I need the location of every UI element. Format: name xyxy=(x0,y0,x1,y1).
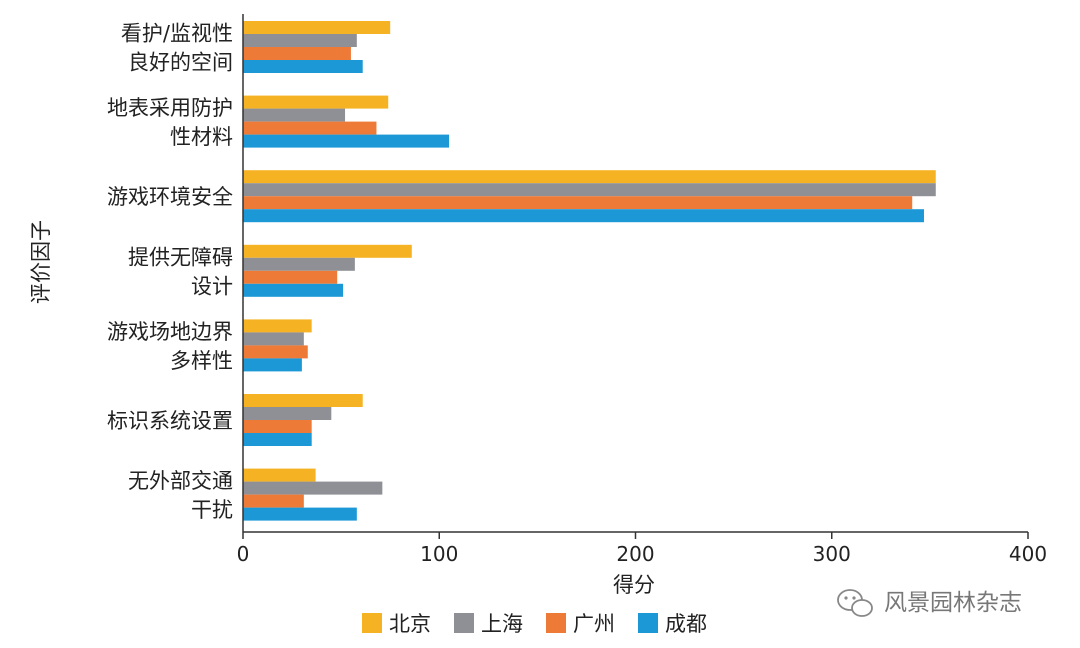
bar-上海-4 xyxy=(243,332,304,346)
watermark-text: 风景园林杂志 xyxy=(884,590,1022,616)
category-labels: 看护/监视性良好的空间地表采用防护性材料游戏环境安全提供无障碍设计游戏场地边界多… xyxy=(107,22,233,523)
category-label: 游戏环境安全 xyxy=(107,185,233,209)
bar-北京-1 xyxy=(243,95,389,109)
y-axis-title: 评价因子 xyxy=(29,220,53,304)
x-tick-label: 400 xyxy=(1009,542,1047,566)
bar-成都-6 xyxy=(243,507,357,521)
bar-广州-5 xyxy=(243,420,312,433)
legend-label: 上海 xyxy=(481,612,523,636)
bar-广州-0 xyxy=(243,47,351,60)
x-tick-label: 0 xyxy=(237,542,250,566)
legend-swatch xyxy=(454,613,474,633)
bar-成都-4 xyxy=(243,358,302,372)
x-tick-label: 100 xyxy=(420,542,458,566)
bar-成都-2 xyxy=(243,209,924,223)
legend-swatch xyxy=(546,613,566,633)
bar-上海-2 xyxy=(243,183,936,197)
category-label: 看护/监视性 xyxy=(121,22,233,46)
bar-北京-0 xyxy=(243,21,391,34)
bar-北京-3 xyxy=(243,244,412,258)
bar-成都-1 xyxy=(243,134,450,148)
bar-北京-4 xyxy=(243,319,312,333)
bar-上海-0 xyxy=(243,34,357,47)
category-label: 干扰 xyxy=(191,498,233,522)
legend-swatch xyxy=(362,613,382,633)
bar-成都-3 xyxy=(243,283,344,297)
x-tick-label: 200 xyxy=(616,542,654,566)
bar-广州-4 xyxy=(243,345,308,359)
bar-上海-6 xyxy=(243,481,383,495)
bar-广州-6 xyxy=(243,494,304,508)
bar-广州-2 xyxy=(243,196,913,210)
category-label: 游戏场地边界 xyxy=(107,320,233,344)
legend-swatch xyxy=(638,613,658,633)
bar-广州-3 xyxy=(243,270,338,284)
category-label: 标识系统设置 xyxy=(107,409,233,433)
bar-上海-1 xyxy=(243,108,346,122)
x-ticks: 0 100 200 300 400 xyxy=(237,532,1047,566)
x-axis-title: 得分 xyxy=(613,573,655,597)
category-label: 性材料 xyxy=(170,125,233,149)
bar-成都-0 xyxy=(243,60,363,73)
bar-北京-6 xyxy=(243,468,316,482)
x-tick-label: 300 xyxy=(813,542,851,566)
bar-北京-5 xyxy=(243,394,363,407)
category-label: 良好的空间 xyxy=(128,51,233,75)
legend-label: 广州 xyxy=(573,612,615,636)
legend-label: 北京 xyxy=(389,612,431,636)
bar-上海-5 xyxy=(243,407,332,420)
category-label: 无外部交通 xyxy=(128,469,233,493)
bar-成都-5 xyxy=(243,433,312,446)
category-label: 设计 xyxy=(191,274,233,298)
legend: 北京 上海 广州 成都 xyxy=(362,612,707,636)
bars-group xyxy=(243,21,936,521)
bar-上海-3 xyxy=(243,257,355,271)
category-label: 提供无障碍 xyxy=(128,245,233,269)
wechat-icon xyxy=(837,589,873,617)
bar-广州-1 xyxy=(243,121,377,135)
category-label: 地表采用防护 xyxy=(107,96,233,120)
category-label: 多样性 xyxy=(170,349,233,373)
watermark: 风景园林杂志 xyxy=(837,589,1022,617)
legend-label: 成都 xyxy=(665,612,707,636)
bar-北京-2 xyxy=(243,170,936,184)
